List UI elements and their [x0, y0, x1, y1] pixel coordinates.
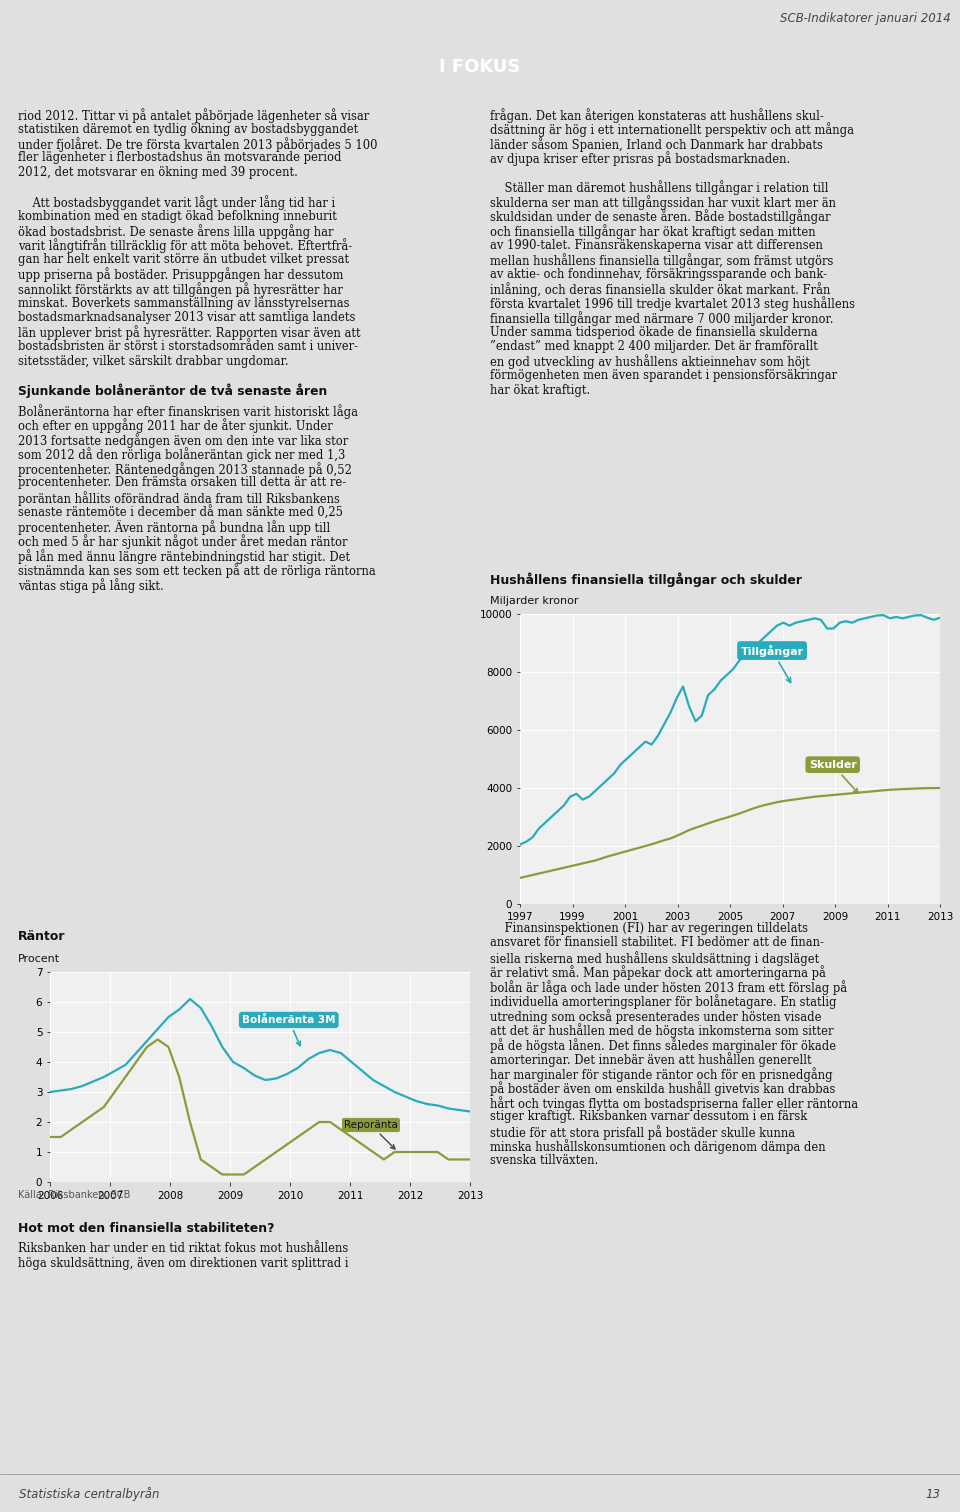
Text: och efter en uppgång 2011 har de åter sjunkit. Under: och efter en uppgång 2011 har de åter sj…: [18, 419, 333, 432]
Text: sistnämnda kan ses som ett tecken på att de rörliga räntorna: sistnämnda kan ses som ett tecken på att…: [18, 564, 375, 578]
Text: bostadsmarknadsanalyser 2013 visar att samtliga landets: bostadsmarknadsanalyser 2013 visar att s…: [18, 311, 355, 324]
Text: att det är hushållen med de högsta inkomsterna som sitter: att det är hushållen med de högsta inkom…: [490, 1024, 833, 1039]
Text: 13: 13: [925, 1488, 941, 1500]
Text: procentenheter. Den främsta orsaken till detta är att re-: procentenheter. Den främsta orsaken till…: [18, 476, 347, 490]
Text: län upplever brist på hyresrätter. Rapporten visar även att: län upplever brist på hyresrätter. Rappo…: [18, 325, 361, 340]
Text: skuldsidan under de senaste åren. Både bostadstillgångar: skuldsidan under de senaste åren. Både b…: [490, 210, 830, 224]
Text: Skulder: Skulder: [808, 759, 858, 794]
Text: hårt och tvingas flytta om bostadspriserna faller eller räntorna: hårt och tvingas flytta om bostadspriser…: [490, 1096, 858, 1111]
Text: minska hushållskonsumtionen och därigenom dämpa den: minska hushållskonsumtionen och därigeno…: [490, 1140, 826, 1154]
Text: amorteringar. Det innebär även att hushållen generellt: amorteringar. Det innebär även att hushå…: [490, 1052, 811, 1067]
Text: av 1990-talet. Finansräkenskaperna visar att differensen: av 1990-talet. Finansräkenskaperna visar…: [490, 239, 823, 251]
Text: stiger kraftigt. Riksbanken varnar dessutom i en färsk: stiger kraftigt. Riksbanken varnar dessu…: [490, 1110, 807, 1123]
Text: fler lägenheter i flerbostadshus än motsvarande period: fler lägenheter i flerbostadshus än mots…: [18, 151, 342, 165]
Text: Bolåneränta 3M: Bolåneränta 3M: [242, 1015, 335, 1046]
Text: Under samma tidsperiod ökade de finansiella skulderna: Under samma tidsperiod ökade de finansie…: [490, 325, 818, 339]
Text: Räntor: Räntor: [18, 930, 65, 943]
Text: har marginaler för stigande räntor och för en prisnedgång: har marginaler för stigande räntor och f…: [490, 1067, 832, 1083]
Text: på bostäder även om enskilda hushåll givetvis kan drabbas: på bostäder även om enskilda hushåll giv…: [490, 1081, 835, 1096]
Text: Statistiska centralbyrån: Statistiska centralbyrån: [19, 1486, 159, 1501]
Text: procentenheter. Även räntorna på bundna lån upp till: procentenheter. Även räntorna på bundna …: [18, 520, 330, 535]
Text: svenska tillväxten.: svenska tillväxten.: [490, 1154, 598, 1167]
Text: Bolåneräntorna har efter finanskrisen varit historiskt låga: Bolåneräntorna har efter finanskrisen va…: [18, 404, 358, 419]
Text: riod 2012. Tittar vi på antalet påbörjade lägenheter så visar: riod 2012. Tittar vi på antalet påbörjad…: [18, 107, 370, 122]
Text: Tillgångar: Tillgångar: [740, 644, 804, 682]
Text: gan har helt enkelt varit större än utbudet vilket pressat: gan har helt enkelt varit större än utbu…: [18, 253, 349, 266]
Text: som 2012 då den rörliga bolåneräntan gick ner med 1,3: som 2012 då den rörliga bolåneräntan gic…: [18, 448, 346, 463]
Text: kombination med en stadigt ökad befolkning inneburit: kombination med en stadigt ökad befolkni…: [18, 210, 337, 222]
Text: ökad bostadsbrist. De senaste årens lilla uppgång har: ökad bostadsbrist. De senaste årens lill…: [18, 224, 333, 239]
Text: Finansinspektionen (FI) har av regeringen tilldelats: Finansinspektionen (FI) har av regeringe…: [490, 922, 808, 934]
Text: sitetsstäder, vilket särskilt drabbar ungdomar.: sitetsstäder, vilket särskilt drabbar un…: [18, 354, 289, 367]
Text: en god utveckling av hushållens aktieinnehav som höjt: en god utveckling av hushållens aktieinn…: [490, 354, 810, 369]
Text: länder såsom Spanien, Irland och Danmark har drabbats: länder såsom Spanien, Irland och Danmark…: [490, 138, 823, 151]
Text: och finansiella tillgångar har ökat kraftigt sedan mitten: och finansiella tillgångar har ökat kraf…: [490, 224, 816, 239]
Text: statistiken däremot en tydlig ökning av bostadsbyggandet: statistiken däremot en tydlig ökning av …: [18, 122, 358, 136]
Text: skulderna ser man att tillgångssidan har vuxit klart mer än: skulderna ser man att tillgångssidan har…: [490, 195, 836, 210]
Text: studie för att stora prisfall på bostäder skulle kunna: studie för att stora prisfall på bostäde…: [490, 1125, 795, 1140]
Text: höga skuldsättning, även om direktionen varit splittrad i: höga skuldsättning, även om direktionen …: [18, 1256, 348, 1270]
Text: senaste räntemöte i december då man sänkte med 0,25: senaste räntemöte i december då man sänk…: [18, 505, 343, 520]
Text: 2012, det motsvarar en ökning med 39 procent.: 2012, det motsvarar en ökning med 39 pro…: [18, 166, 298, 178]
Text: siella riskerna med hushållens skuldsättning i dagsläget: siella riskerna med hushållens skuldsätt…: [490, 951, 819, 966]
Text: procentenheter. Räntenedgången 2013 stannade på 0,52: procentenheter. Räntenedgången 2013 stan…: [18, 461, 352, 476]
Text: första kvartalet 1996 till tredje kvartalet 2013 steg hushållens: första kvartalet 1996 till tredje kvarta…: [490, 296, 855, 311]
Text: Procent: Procent: [18, 954, 60, 963]
Text: Hot mot den finansiella stabiliteten?: Hot mot den finansiella stabiliteten?: [18, 1223, 275, 1235]
Text: individuella amorteringsplaner för bolånetagare. En statlig: individuella amorteringsplaner för bolån…: [490, 995, 836, 1010]
Text: på de högsta lånen. Det finns således marginaler för ökade: på de högsta lånen. Det finns således ma…: [490, 1039, 836, 1052]
Text: upp priserna på bostäder. Prisuppgången har dessutom: upp priserna på bostäder. Prisuppgången …: [18, 268, 344, 283]
Text: minskat. Boverkets sammanställning av länsstyrelsernas: minskat. Boverkets sammanställning av lä…: [18, 296, 349, 310]
Text: väntas stiga på lång sikt.: väntas stiga på lång sikt.: [18, 578, 164, 593]
Text: Miljarder kronor: Miljarder kronor: [490, 596, 579, 606]
Text: under fjolåret. De tre första kvartalen 2013 påbörjades 5 100: under fjolåret. De tre första kvartalen …: [18, 138, 377, 151]
Text: Att bostadsbyggandet varit lågt under lång tid har i: Att bostadsbyggandet varit lågt under lå…: [18, 195, 335, 210]
Text: är relativt små. Man påpekar dock att amorteringarna på: är relativt små. Man påpekar dock att am…: [490, 966, 826, 980]
Text: 2013 fortsatte nedgången även om den inte var lika stor: 2013 fortsatte nedgången även om den int…: [18, 432, 348, 448]
Text: mellan hushållens finansiella tillgångar, som främst utgörs: mellan hushållens finansiella tillgångar…: [490, 253, 833, 268]
Text: I FOKUS: I FOKUS: [440, 57, 520, 76]
Text: Reporänta: Reporänta: [344, 1120, 397, 1149]
Text: av djupa kriser efter prisras på bostadsmarknaden.: av djupa kriser efter prisras på bostads…: [490, 151, 790, 166]
Text: Ställer man däremot hushållens tillgångar i relation till: Ställer man däremot hushållens tillgånga…: [490, 180, 828, 195]
Text: varit långtifrån tillräcklig för att möta behovet. Eftertfrå-: varit långtifrån tillräcklig för att möt…: [18, 239, 352, 254]
Text: Källa: Riksbanken, SCB: Källa: Riksbanken, SCB: [18, 1190, 131, 1201]
Text: ”endast” med knappt 2 400 miljarder. Det är framförallt: ”endast” med knappt 2 400 miljarder. Det…: [490, 340, 818, 352]
Text: på lån med ännu längre räntebindningstid har stigit. Det: på lån med ännu längre räntebindningstid…: [18, 549, 350, 564]
Text: sannolikt förstärkts av att tillgången på hyresrätter har: sannolikt förstärkts av att tillgången p…: [18, 283, 343, 296]
Text: ansvaret för finansiell stabilitet. FI bedömer att de finan-: ansvaret för finansiell stabilitet. FI b…: [490, 936, 824, 950]
Text: har ökat kraftigt.: har ökat kraftigt.: [490, 384, 590, 396]
Text: förmögenheten men även sparandet i pensionsförsäkringar: förmögenheten men även sparandet i pensi…: [490, 369, 837, 383]
Text: inlåning, och deras finansiella skulder ökat markant. Från: inlåning, och deras finansiella skulder …: [490, 283, 830, 296]
Text: finansiella tillgångar med närmare 7 000 miljarder kronor.: finansiella tillgångar med närmare 7 000…: [490, 311, 833, 327]
Text: bostadsbristen är störst i storstadsområden samt i univer-: bostadsbristen är störst i storstadsområ…: [18, 340, 358, 352]
Text: Sjunkande bolåneräntor de två senaste åren: Sjunkande bolåneräntor de två senaste år…: [18, 384, 327, 398]
Text: frågan. Det kan återigen konstateras att hushållens skul-: frågan. Det kan återigen konstateras att…: [490, 107, 824, 122]
Text: Hushållens finansiella tillgångar och skulder: Hushållens finansiella tillgångar och sk…: [490, 572, 802, 587]
Text: SCB-Indikatorer januari 2014: SCB-Indikatorer januari 2014: [780, 12, 950, 26]
Text: utredning som också presenterades under hösten visade: utredning som också presenterades under …: [490, 1009, 822, 1024]
Text: Riksbanken har under en tid riktat fokus mot hushållens: Riksbanken har under en tid riktat fokus…: [18, 1241, 348, 1255]
Text: och med 5 år har sjunkit något under året medan räntor: och med 5 år har sjunkit något under åre…: [18, 534, 348, 549]
Text: bolån är låga och lade under hösten 2013 fram ett förslag på: bolån är låga och lade under hösten 2013…: [490, 980, 847, 995]
Text: av aktie- och fondinnehav, försäkringssparande och bank-: av aktie- och fondinnehav, försäkringssp…: [490, 268, 827, 281]
Text: dsättning är hög i ett internationellt perspektiv och att många: dsättning är hög i ett internationellt p…: [490, 122, 854, 138]
Text: poräntan hållits oförändrad ända fram till Riksbankens: poräntan hållits oförändrad ända fram ti…: [18, 491, 340, 505]
